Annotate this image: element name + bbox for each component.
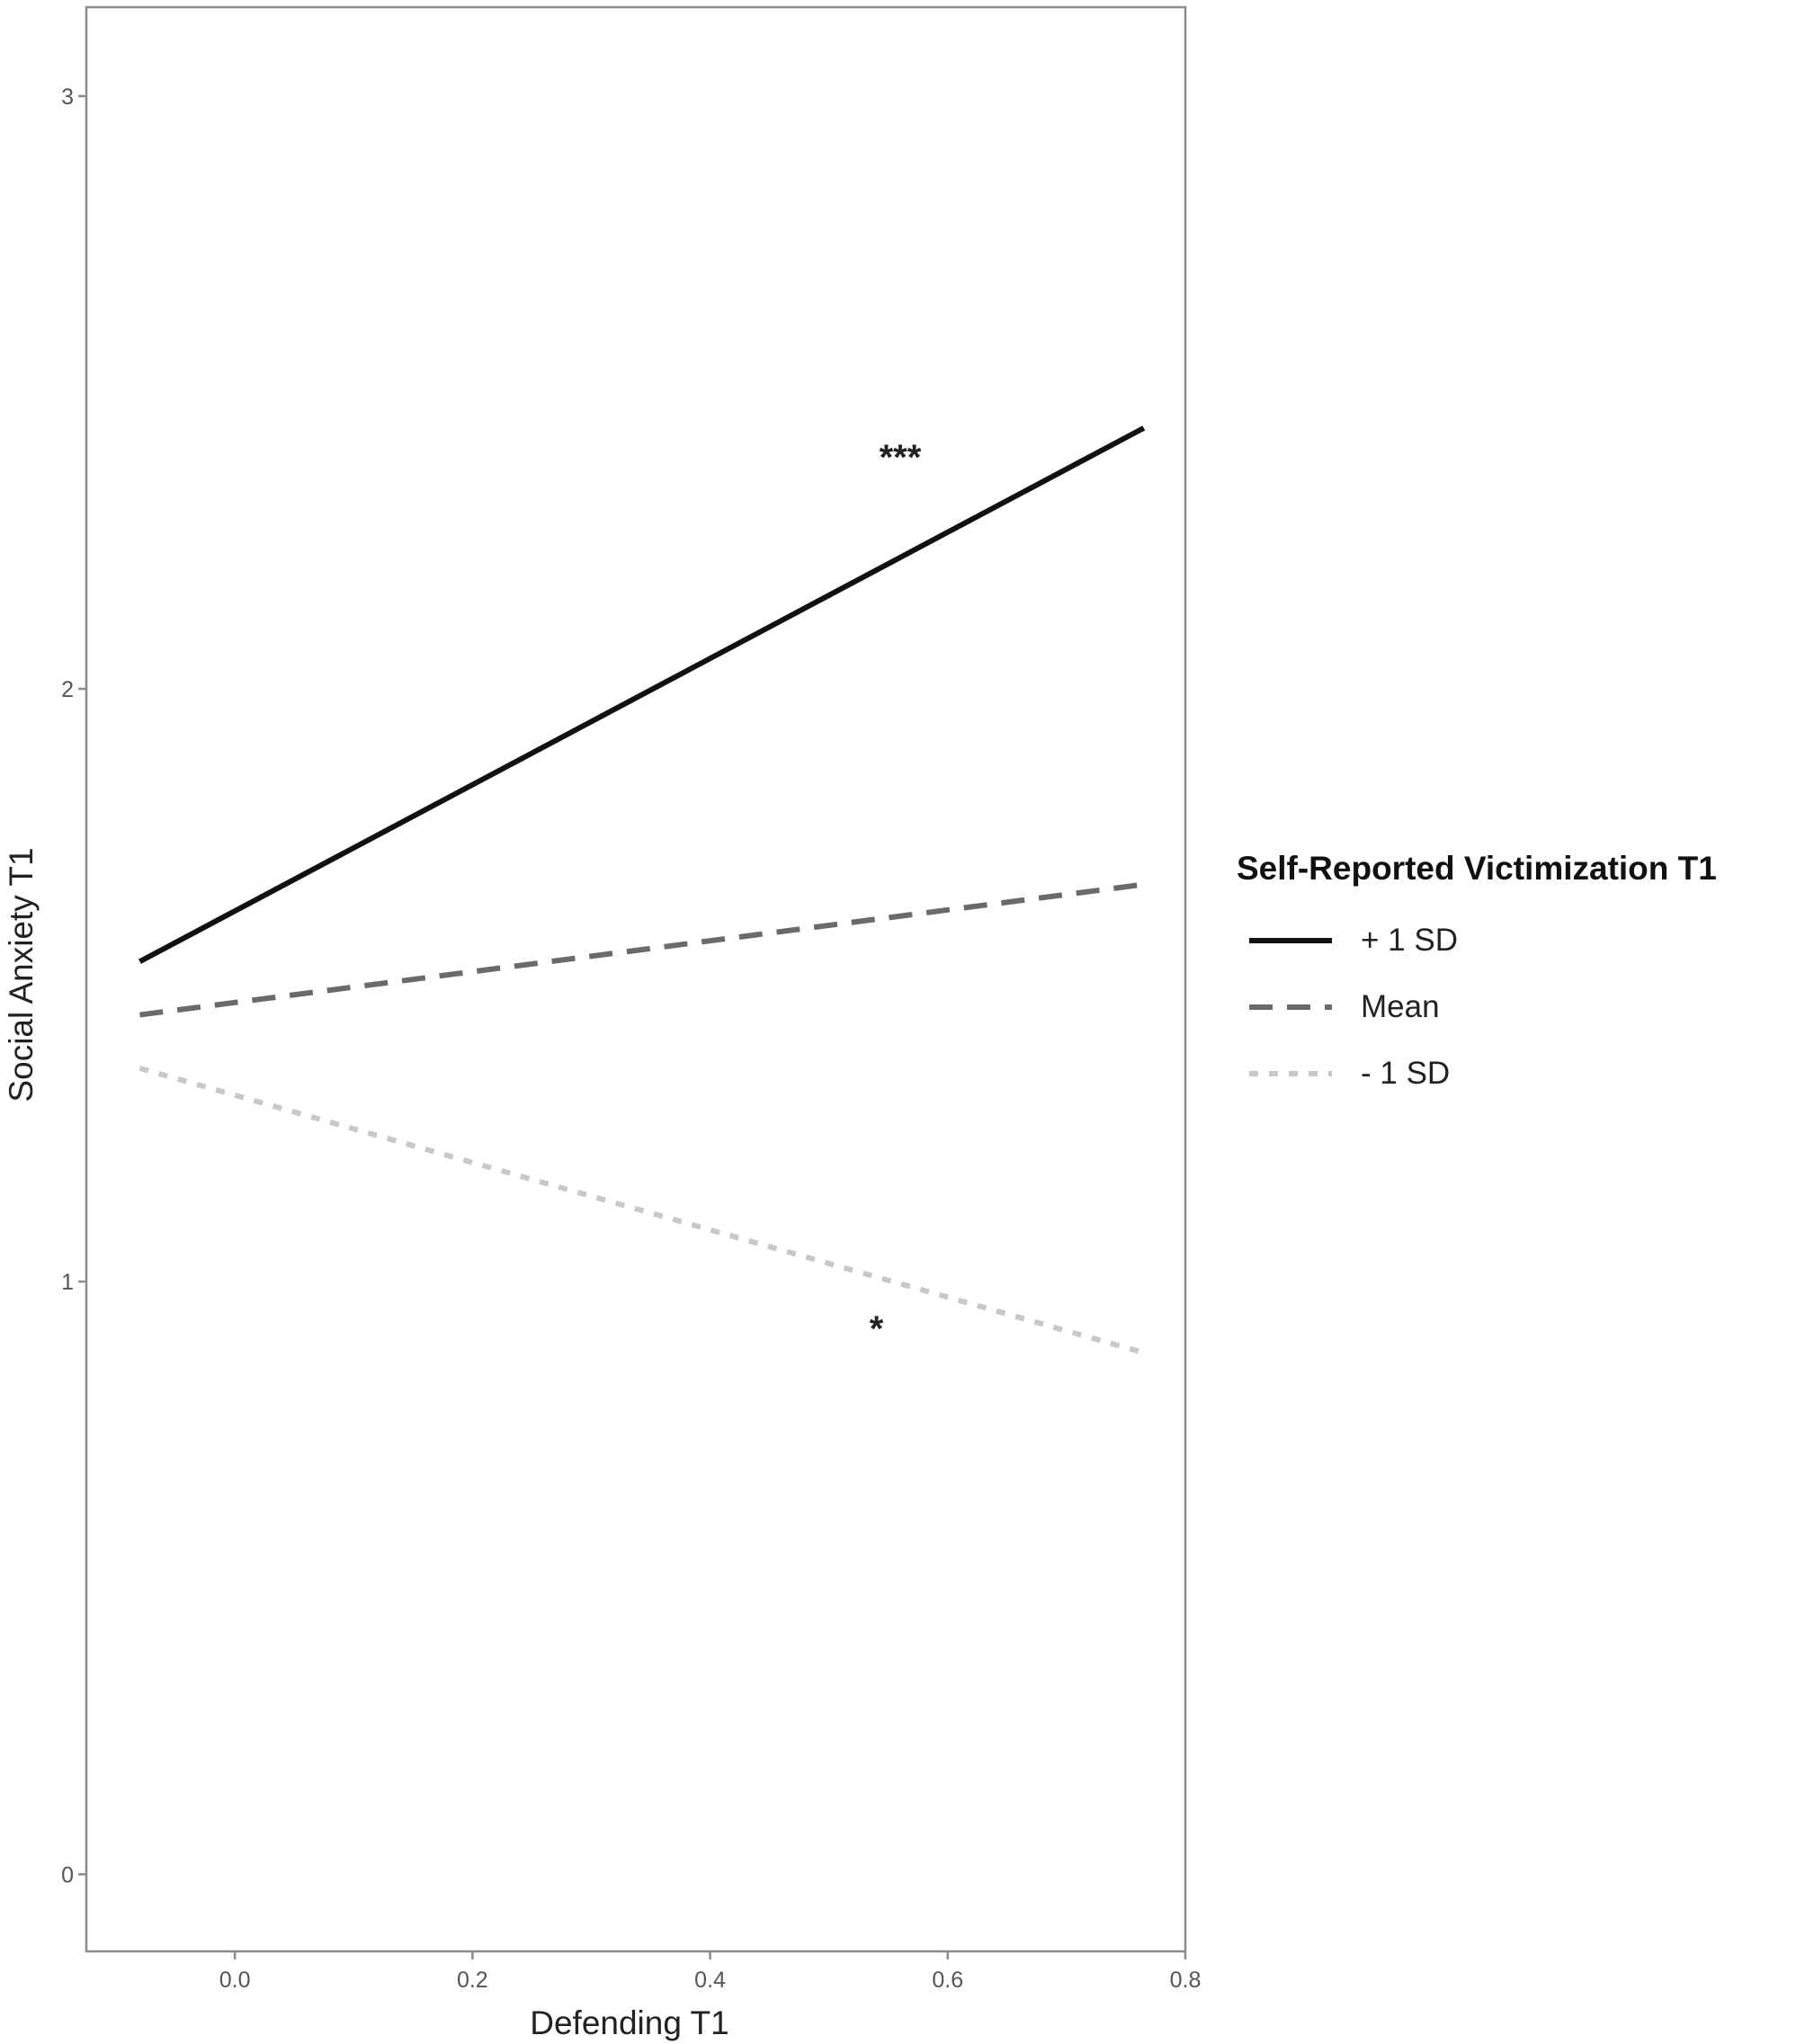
legend-item: + 1 SD — [1237, 907, 1717, 974]
x-tick-label: 0.6 — [932, 1968, 963, 1993]
y-tick-label: 2 — [61, 677, 74, 702]
legend: Self-Reported Victimization T1 + 1 SD Mea… — [1237, 850, 1717, 1107]
series-layer — [139, 425, 1146, 1356]
significance-annotation: * — [870, 1309, 884, 1349]
legend-key — [1249, 938, 1332, 943]
x-tick-label: 0.2 — [457, 1968, 488, 1993]
significance-annotation: *** — [880, 438, 922, 478]
legend-label: - 1 SD — [1361, 1056, 1451, 1091]
x-axis-title: Defending T1 — [530, 2004, 728, 2041]
plot-panel-border — [85, 5, 1187, 1953]
legend-key — [1249, 1004, 1332, 1010]
y-tick-label: 0 — [61, 1862, 74, 1888]
annotation-layer: **** — [870, 438, 922, 1349]
y-axis-title: Social Anxiety T1 — [3, 847, 40, 1102]
legend-label: + 1 SD — [1361, 923, 1458, 958]
legend-key — [1249, 1071, 1332, 1076]
y-axis: 0 1 2 3 — [61, 85, 86, 1888]
legend-label: Mean — [1361, 989, 1440, 1024]
series-line-2 — [139, 881, 1145, 1018]
legend-title: Self-Reported Victimization T1 — [1237, 850, 1717, 887]
legend-item: Mean — [1237, 974, 1717, 1040]
y-tick-label: 3 — [61, 85, 74, 110]
series-line-3 — [139, 1065, 1145, 1356]
legend-items: + 1 SD Mean - 1 SD — [1237, 907, 1717, 1107]
x-tick-label: 0.0 — [219, 1968, 251, 1993]
x-axis: 0.0 0.2 0.4 0.6 0.8 — [219, 1951, 1202, 1993]
x-tick-label: 0.8 — [1170, 1968, 1202, 1993]
y-tick-label: 1 — [61, 1270, 74, 1295]
legend-item: - 1 SD — [1237, 1040, 1717, 1107]
x-tick-label: 0.4 — [694, 1968, 726, 1993]
series-line-1 — [139, 425, 1146, 964]
